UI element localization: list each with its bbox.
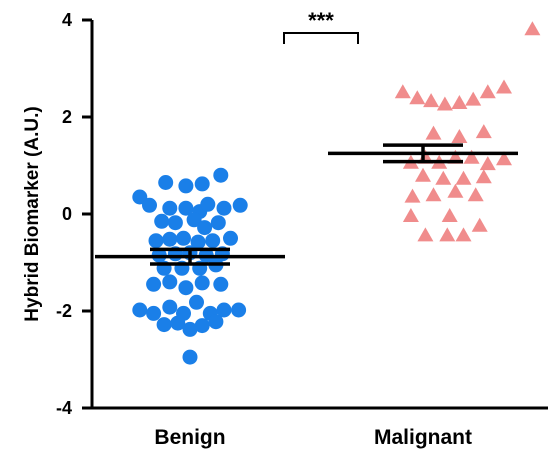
benign-data-point — [162, 274, 178, 290]
benign-data-point — [182, 349, 198, 365]
malignant-data-point — [455, 227, 472, 242]
benign-data-point — [194, 318, 210, 334]
y-axis-label: Hybrid Biomarker (A.U.) — [22, 106, 43, 321]
malignant-data-point — [496, 151, 512, 166]
malignant-data-point — [435, 170, 452, 185]
benign-data-point — [216, 200, 232, 216]
malignant-data-point — [441, 208, 458, 222]
benign-data-point — [194, 176, 210, 192]
malignant-data-point — [467, 187, 484, 202]
y-tick-label: -2 — [56, 301, 72, 321]
benign-data-point — [146, 305, 162, 321]
category-label-malignant: Malignant — [374, 426, 472, 449]
y-tick-label: 2 — [62, 107, 72, 127]
malignant-data-point — [447, 183, 464, 198]
y-tick-label: 0 — [62, 204, 72, 224]
benign-data-point — [170, 315, 186, 331]
significance-bracket-line — [283, 32, 359, 44]
benign-data-point — [208, 314, 224, 330]
malignant-data-point — [479, 156, 496, 171]
benign-data-point — [162, 299, 178, 315]
y-tick-label: -4 — [56, 398, 72, 418]
ticks-layer: -4 -2 0 2 4 — [56, 10, 92, 418]
malignant-data-point — [415, 167, 431, 182]
benign-data-point — [162, 231, 178, 247]
benign-data-point — [231, 302, 247, 318]
malignant-data-point — [425, 125, 442, 140]
significance-bracket: *** — [283, 8, 359, 44]
malignant-data-point — [475, 169, 492, 184]
benign-data-point — [176, 230, 191, 246]
malignant-data-point — [425, 187, 442, 202]
labels-layer: Hybrid Biomarker (A.U.) Benign Malignant — [22, 106, 472, 449]
benign-data-point — [216, 302, 232, 318]
benign-data-point — [186, 212, 202, 228]
benign-data-point — [182, 321, 198, 337]
benign-data-point — [178, 200, 194, 216]
malignant-data-point — [436, 96, 453, 111]
malignant-data-point — [455, 170, 472, 185]
malignant-data-point — [451, 95, 468, 109]
malignant-data-point — [409, 90, 426, 105]
benign-data-point — [210, 215, 226, 231]
points-layer — [132, 21, 541, 365]
benign-data-point — [232, 197, 248, 213]
malignant-data-point — [394, 84, 411, 99]
malignant-data-point — [471, 217, 488, 232]
malignant-data-point — [423, 93, 440, 108]
benign-data-point — [146, 276, 162, 292]
malignant-data-point — [463, 149, 480, 164]
benign-data-point — [200, 196, 216, 212]
category-label-benign: Benign — [154, 426, 225, 449]
malignant-data-point — [402, 208, 419, 222]
benign-data-point — [194, 275, 210, 291]
malignant-data-point — [439, 227, 456, 242]
benign-data-point — [223, 230, 238, 246]
benign-data-point — [178, 280, 194, 296]
malignant-data-point — [479, 84, 496, 99]
benign-data-point — [189, 294, 204, 310]
benign-data-point — [213, 276, 229, 292]
benign-data-point — [197, 220, 213, 236]
malignant-data-point — [465, 91, 482, 106]
benign-data-point — [148, 233, 164, 249]
y-tick-label: 4 — [62, 10, 72, 30]
benign-data-point — [167, 215, 183, 231]
benign-data-point — [156, 317, 172, 333]
malignant-data-point — [496, 79, 512, 94]
malignant-data-point — [417, 227, 434, 242]
malignant-data-point — [524, 21, 541, 36]
malignant-data-point — [451, 129, 468, 143]
benign-data-point — [132, 302, 148, 318]
benign-data-point — [158, 175, 174, 190]
malignant-data-point — [404, 188, 421, 203]
stats-layer — [95, 143, 518, 266]
benign-data-point — [213, 167, 229, 183]
benign-data-point — [142, 197, 157, 213]
benign-data-point — [162, 200, 178, 216]
malignant-data-point — [475, 124, 492, 139]
significance-label: *** — [308, 8, 334, 33]
benign-data-point — [178, 178, 194, 194]
benign-data-point — [205, 233, 221, 249]
benign-data-point — [190, 234, 206, 250]
benign-data-point — [154, 213, 170, 229]
